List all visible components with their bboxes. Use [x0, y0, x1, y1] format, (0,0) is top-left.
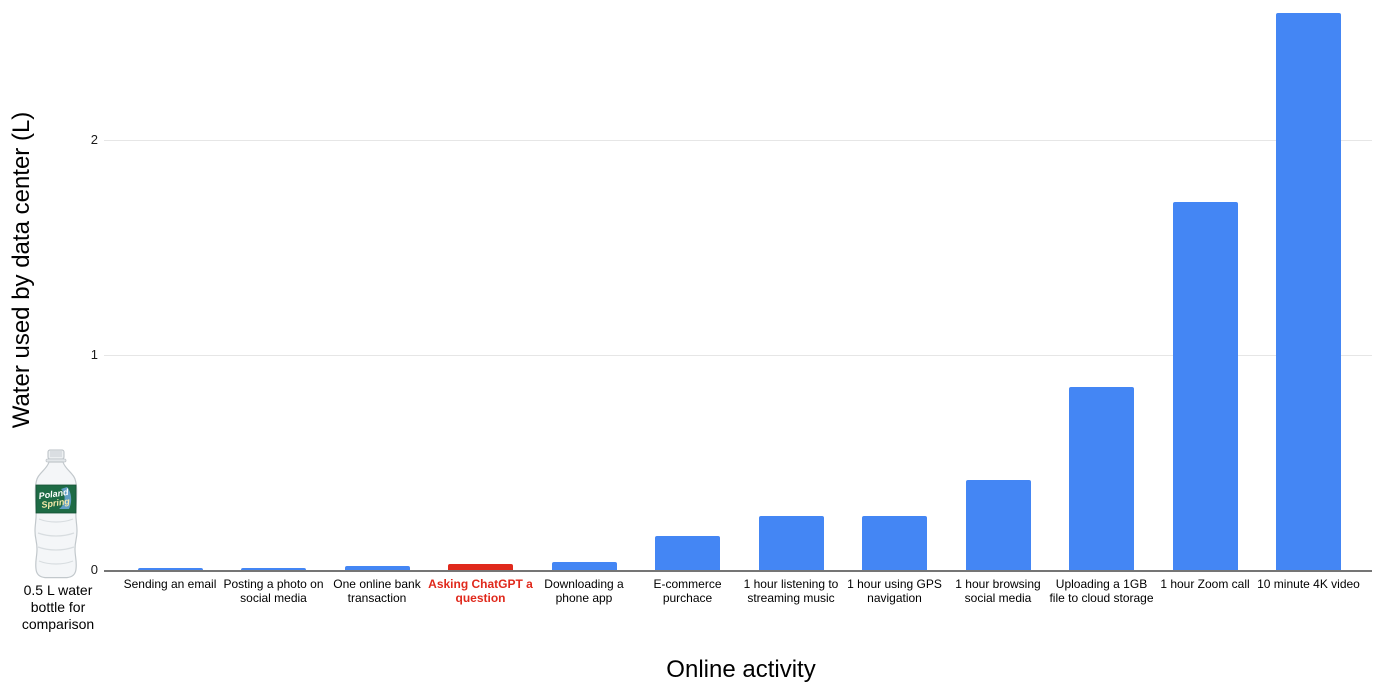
category-label-11: 1 hour Zoom call [1160, 577, 1250, 591]
category-label-4: Asking ChatGPT a question [428, 577, 533, 605]
y-gridline [104, 355, 1372, 356]
x-axis-line [104, 570, 1372, 572]
bar-11 [1172, 202, 1238, 570]
bottle-brand-line1: Poland [38, 487, 70, 501]
category-label-3: One online bank transaction [333, 577, 421, 605]
bottle-caption-line1: 0.5 L water [23, 582, 93, 598]
water-bottle-image: Poland Spring [34, 449, 78, 579]
bar-1 [137, 568, 203, 570]
category-label-5: Downloading a phone app [544, 577, 624, 605]
y-axis-title: Water used by data center (L) [8, 111, 35, 429]
bar-3 [344, 566, 410, 570]
bar-10 [1069, 387, 1134, 570]
bar-6 [655, 536, 720, 570]
y-tick-label: 0 [90, 562, 98, 577]
bottle-caption-line2: bottle for [30, 599, 86, 615]
bar-4 [448, 564, 513, 570]
category-label-6: E-commerce purchace [653, 577, 722, 605]
y-gridline [104, 140, 1372, 141]
bottle-brand-line2: Spring [41, 496, 71, 510]
category-label-10: Uploading a 1GB file to cloud storage [1049, 577, 1154, 605]
category-label-2: Posting a photo on social media [223, 577, 324, 605]
bar-9 [965, 480, 1031, 570]
category-label-12: 10 minute 4K video [1257, 577, 1360, 591]
bottle-caption: 0.5 L water bottle for comparison [2, 582, 114, 633]
y-tick-label: 2 [90, 132, 98, 147]
bar-5 [551, 562, 617, 570]
category-label-8: 1 hour using GPS navigation [847, 577, 942, 605]
bar-8 [862, 516, 927, 570]
y-tick-label: 1 [90, 347, 98, 362]
bottle-caption-line3: comparison [21, 616, 95, 632]
x-axis-title: Online activity [666, 656, 816, 683]
category-label-7: 1 hour listening to streaming music [743, 577, 839, 605]
category-label-9: 1 hour browsing social media [955, 577, 1041, 605]
bar-12 [1276, 13, 1341, 570]
category-label-1: Sending an email [123, 577, 217, 591]
bar-2 [241, 568, 306, 570]
bar-7 [758, 516, 824, 570]
